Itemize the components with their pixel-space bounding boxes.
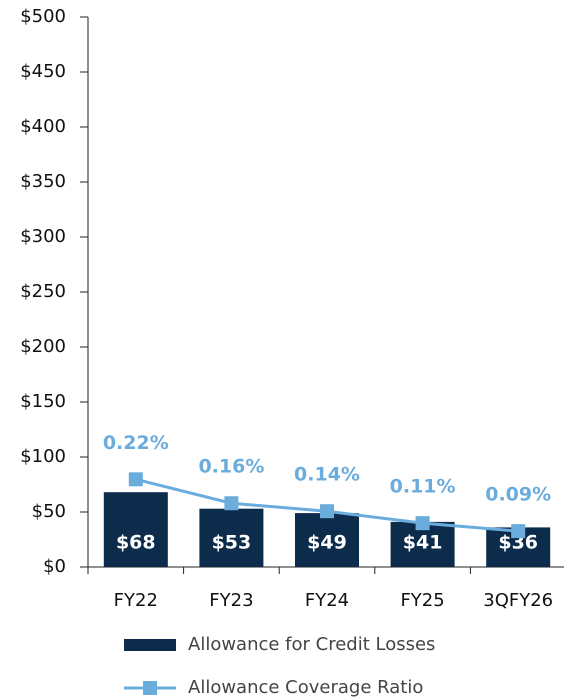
bar [199, 508, 264, 567]
y-tick-label: $250 [20, 281, 66, 302]
line-value-label: 0.11% [390, 476, 456, 498]
legend-label: Allowance for Credit Losses [188, 634, 435, 655]
bar-value-label: $36 [498, 532, 538, 554]
line-value-label: 0.14% [294, 464, 360, 486]
x-tick-label: FY24 [305, 590, 349, 611]
bar [295, 513, 359, 567]
y-tick-label: $0 [43, 556, 66, 577]
x-tick-label: 3QFY26 [483, 590, 553, 611]
line-marker [415, 516, 430, 531]
x-tick-label: FY23 [209, 590, 253, 611]
x-tick-label: FY25 [400, 590, 444, 611]
legend-swatch [124, 639, 176, 651]
x-tick-label: FY22 [114, 590, 158, 611]
y-tick-label: $450 [20, 61, 66, 82]
line-marker [320, 504, 334, 519]
y-tick-label: $50 [32, 501, 66, 522]
legend-label: Allowance Coverage Ratio [188, 677, 423, 698]
y-tick-label: $400 [20, 116, 66, 137]
y-tick-label: $150 [20, 391, 66, 412]
bar-value-label: $53 [212, 532, 252, 554]
line-value-label: 0.09% [485, 484, 551, 506]
legend-marker [143, 681, 157, 695]
y-tick-label: $350 [20, 171, 66, 192]
y-tick-label: $200 [20, 336, 66, 357]
line-value-label: 0.22% [103, 432, 169, 454]
y-tick-label: $300 [20, 226, 66, 247]
line-value-label: 0.16% [198, 456, 264, 478]
y-tick-label: $500 [20, 6, 66, 27]
bar [103, 492, 168, 567]
bar-value-label: $41 [403, 532, 443, 554]
line-marker [511, 524, 526, 539]
line-marker [224, 496, 239, 511]
y-tick-label: $100 [20, 446, 66, 467]
line-marker [128, 472, 143, 487]
bar-value-label: $49 [307, 532, 347, 554]
bar-value-label: $68 [116, 532, 156, 554]
